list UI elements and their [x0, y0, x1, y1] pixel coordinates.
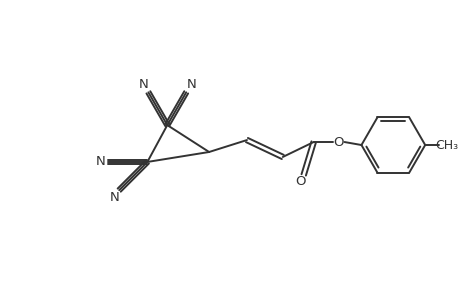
- Text: O: O: [333, 136, 343, 148]
- Text: N: N: [95, 155, 105, 168]
- Text: N: N: [109, 190, 119, 204]
- Text: N: N: [138, 78, 148, 91]
- Text: N: N: [186, 78, 196, 91]
- Text: CH₃: CH₃: [435, 139, 458, 152]
- Text: O: O: [295, 176, 305, 188]
